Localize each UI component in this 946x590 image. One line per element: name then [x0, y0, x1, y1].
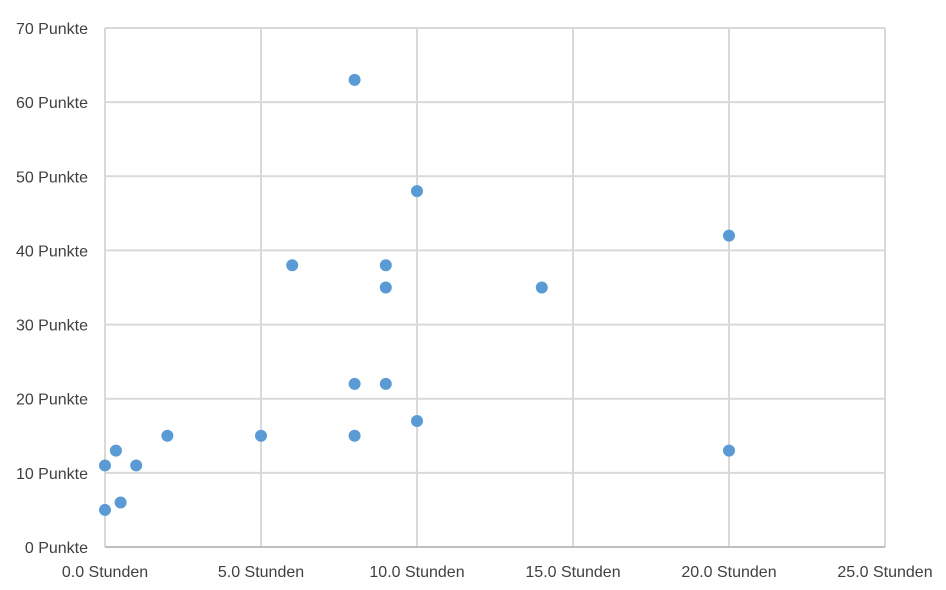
data-point	[535, 281, 548, 294]
data-point	[130, 459, 143, 472]
data-point	[99, 503, 111, 516]
data-point	[114, 496, 127, 509]
y-tick-label: 10 Punkte	[16, 466, 88, 483]
y-tick-label: 40 Punkte	[16, 243, 88, 260]
y-tick-labels: 0 Punkte 10 Punkte 20 Punkte 30 Punkte 40 Pu…	[16, 21, 88, 557]
data-point	[379, 259, 392, 272]
x-tick-label: 10.0 Stunden	[369, 564, 464, 581]
data-point	[255, 429, 267, 442]
data-point	[379, 377, 392, 390]
x-tick-label: 15.0 Stunden	[525, 564, 620, 581]
axes	[104, 28, 885, 548]
x-tick-label: 5.0 Stunden	[218, 564, 304, 581]
x-tick-label: 20.0 Stunden	[681, 564, 776, 581]
data-point	[723, 444, 735, 457]
data-points	[99, 73, 735, 516]
y-tick-label: 0 Punkte	[25, 540, 88, 557]
data-point	[161, 429, 174, 442]
x-tick-label: 0.0 Stunden	[62, 564, 148, 581]
data-point	[411, 414, 423, 427]
y-tick-label: 50 Punkte	[16, 169, 88, 186]
data-point	[379, 281, 392, 294]
data-point	[109, 444, 122, 457]
data-point	[286, 259, 299, 272]
x-tick-label: 25.0 Stunden	[837, 564, 932, 581]
y-tick-label: 70 Punkte	[16, 21, 88, 38]
data-point	[348, 429, 361, 442]
data-point	[723, 229, 735, 242]
y-tick-label: 30 Punkte	[16, 318, 88, 335]
data-point	[348, 377, 361, 390]
x-tick-labels: 0.0 Stunden 5.0 Stunden 10.0 Stunden 15.0 S…	[62, 564, 933, 581]
data-point	[348, 73, 361, 86]
gridlines	[105, 27, 886, 547]
y-tick-label: 20 Punkte	[16, 392, 88, 409]
data-point	[411, 185, 423, 198]
data-point	[99, 459, 111, 472]
y-tick-label: 60 Punkte	[16, 95, 88, 112]
